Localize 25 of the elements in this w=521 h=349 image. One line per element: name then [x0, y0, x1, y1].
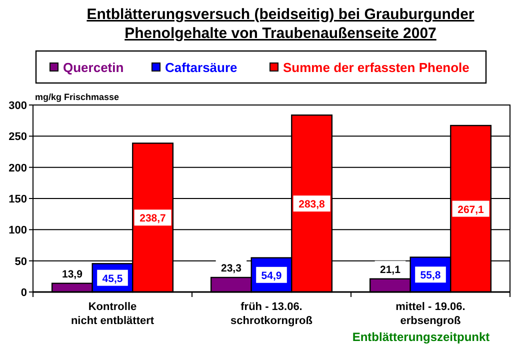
- data-label: 45,5: [102, 272, 123, 285]
- x-tick-label: mittel - 19.06. erbsengroß: [396, 301, 466, 327]
- y-tick-label: 300: [8, 100, 27, 112]
- data-label: 283,8: [298, 198, 326, 211]
- chart-title: Entblätterungsversuch (beidseitig) bei Grauburgunder Phenolgehalte von Traubenaußenseite 2007: [86, 6, 474, 42]
- y-tick-label: 250: [8, 131, 27, 144]
- y-tick-label: 50: [14, 256, 27, 268]
- legend-label: Caftarsäure: [165, 60, 238, 75]
- data-label: 238,7: [140, 212, 166, 225]
- y-tick-label: 100: [8, 224, 27, 237]
- x-axis-title: Entblätterungszeitpunkt: [352, 330, 490, 344]
- x-tick-label: Kontrolle nicht entblättert: [70, 301, 154, 327]
- data-label: 55,8: [420, 270, 441, 282]
- y-tick-label: 150: [8, 194, 27, 206]
- x-tick-label: früh - 13.06. schrotkorngroß: [230, 301, 313, 327]
- data-label: 21,1: [380, 264, 401, 276]
- data-label: 13,9: [62, 268, 83, 280]
- data-label: 267,1: [458, 204, 484, 216]
- y-axis-title: mg/kg Frischmasse: [35, 92, 120, 102]
- y-tick-label: 0: [20, 287, 27, 299]
- data-label: 23,3: [221, 262, 242, 274]
- data-label: 54,9: [261, 270, 282, 282]
- y-tick-label: 200: [8, 162, 27, 174]
- legend-label: Summe der erfassten Phenole: [283, 60, 470, 75]
- legend-label: Quercetin: [63, 60, 124, 75]
